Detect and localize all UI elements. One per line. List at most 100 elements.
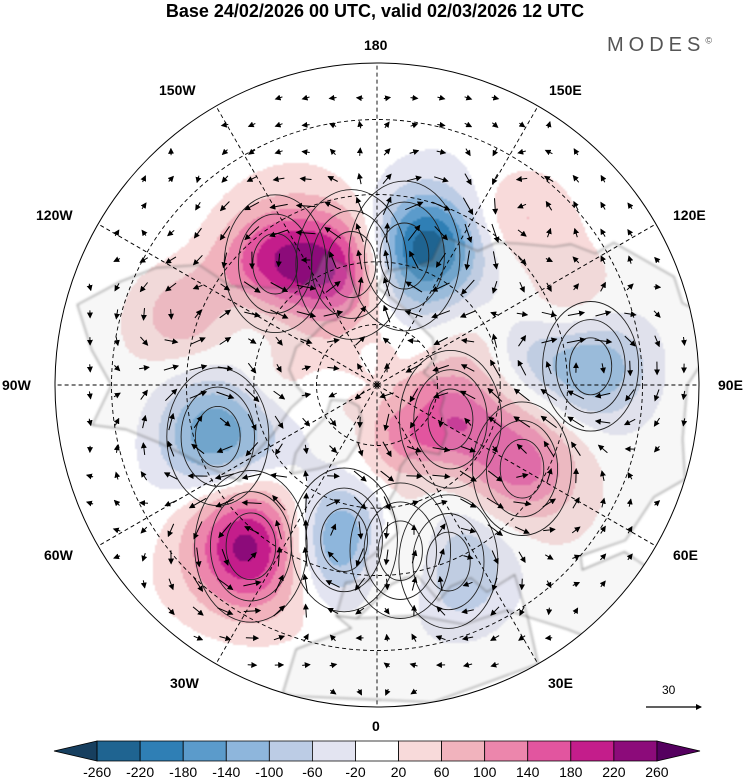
wind-vector — [382, 337, 391, 345]
wind-vector — [573, 227, 580, 238]
wind-vector — [219, 635, 232, 642]
wind-vector — [410, 688, 418, 695]
wind-vector — [274, 148, 283, 155]
lon-label-120w: 120W — [36, 207, 73, 223]
wind-vector — [572, 496, 580, 509]
wind-vector — [382, 173, 392, 185]
wind-vector — [382, 304, 391, 323]
wind-vector — [383, 521, 390, 540]
wind-vector — [296, 311, 317, 319]
wind-vector — [327, 607, 339, 615]
wind-vector — [600, 363, 606, 374]
wind-vector — [301, 94, 310, 101]
wind-vector — [328, 391, 337, 398]
wind-vector — [114, 471, 121, 480]
wind-vector — [193, 635, 204, 641]
wind-vector — [357, 521, 364, 540]
wind-vector — [247, 551, 257, 562]
wind-vector — [491, 94, 500, 101]
wind-vectors — [85, 94, 688, 696]
wind-vector — [572, 283, 580, 291]
wind-vector — [486, 497, 504, 509]
wind-vector — [572, 581, 581, 588]
wind-vector — [303, 492, 310, 513]
contour-ring — [555, 319, 626, 414]
lon-label-120e: 120E — [673, 207, 706, 223]
wind-vector — [301, 121, 310, 128]
wind-vector — [244, 388, 260, 403]
wind-vector — [600, 281, 606, 292]
contour-ring — [363, 201, 445, 311]
wind-vector — [139, 365, 150, 371]
contour-ring — [399, 349, 502, 489]
wind-vector — [164, 499, 178, 507]
wind-vector — [141, 414, 148, 429]
wind-vector — [247, 121, 256, 128]
wind-vector — [654, 256, 661, 264]
wind-vector — [192, 254, 203, 266]
wind-vector — [168, 578, 175, 591]
wind-vector — [490, 606, 500, 616]
wind-vector — [516, 311, 529, 318]
wind-vector — [273, 605, 286, 617]
wind-vector — [216, 445, 233, 453]
wind-vector — [681, 418, 688, 427]
colorbar-tick-label: -220 — [126, 764, 155, 780]
wind-vector — [464, 94, 473, 101]
wind-vector — [437, 121, 446, 128]
colorbar-tick-label: 60 — [433, 764, 450, 780]
wind-vector — [571, 441, 581, 456]
wind-vector — [491, 577, 498, 592]
wind-vector — [491, 121, 499, 128]
wind-vector — [163, 364, 180, 371]
wind-vector — [86, 418, 93, 427]
wind-vector — [460, 498, 477, 508]
wind-vector — [540, 388, 558, 401]
wind-vector — [517, 359, 527, 376]
latitude-circle — [253, 261, 501, 509]
lon-label-30w: 30W — [170, 675, 199, 691]
wind-vector — [270, 309, 289, 319]
wind-vector — [438, 548, 445, 565]
wind-vector — [623, 418, 636, 426]
wind-vector — [385, 688, 391, 696]
meridian-line — [377, 223, 657, 386]
wind-vector — [140, 580, 147, 589]
modes-logo: MODES© — [607, 34, 712, 57]
wind-vector — [113, 364, 121, 372]
wind-vector — [654, 335, 661, 348]
colorbar-swatch — [527, 740, 572, 762]
wind-vector — [302, 444, 309, 455]
wind-vector — [113, 392, 121, 399]
wind-vector — [221, 175, 229, 183]
wind-vector — [464, 250, 471, 271]
wind-vector — [491, 223, 500, 243]
wind-vector — [141, 229, 148, 237]
wind-vector — [219, 336, 232, 345]
wind-vector — [514, 526, 530, 534]
wind-vector — [487, 524, 504, 537]
wind-vector — [383, 496, 391, 511]
wind-vector — [167, 523, 175, 538]
wind-vector — [543, 175, 554, 183]
wind-vector — [165, 256, 177, 264]
wind-vector — [353, 470, 367, 482]
wind-vector — [329, 148, 337, 156]
wind-vector — [221, 548, 229, 566]
wind-vector — [409, 388, 419, 403]
wind-vector — [572, 554, 581, 561]
wind-vector — [409, 416, 419, 429]
wind-vector — [597, 444, 608, 454]
wind-vector — [356, 249, 363, 270]
wind-vector — [600, 174, 607, 183]
wind-vector — [221, 148, 229, 156]
wind-vector — [653, 417, 661, 427]
wind-vector — [405, 281, 423, 293]
wind-vector — [594, 392, 611, 399]
wind-vector — [464, 121, 473, 128]
wind-vector — [168, 412, 175, 431]
wind-vector — [459, 390, 476, 400]
contour-ring — [194, 405, 241, 468]
wind-vector — [595, 310, 612, 317]
contour-ring — [320, 507, 368, 572]
